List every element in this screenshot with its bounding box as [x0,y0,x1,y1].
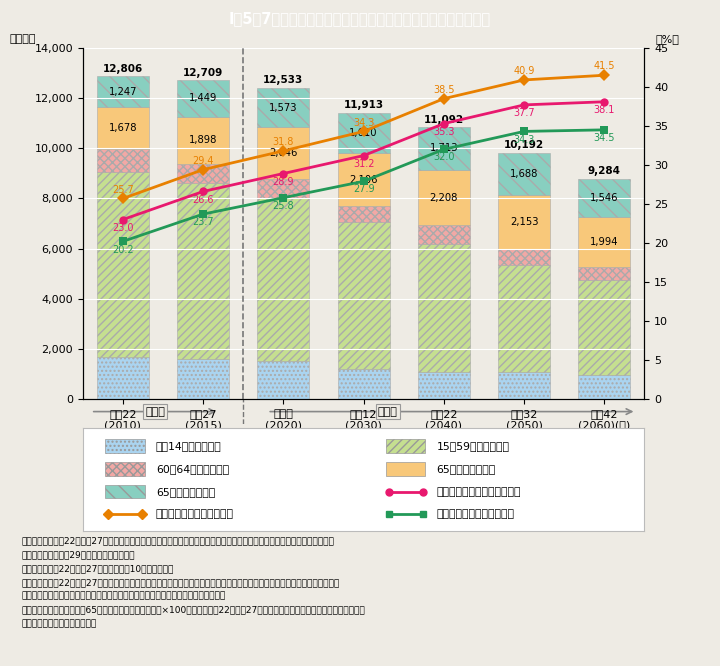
Bar [177,81,229,117]
Bar [257,178,310,198]
Text: 2,046: 2,046 [269,148,297,158]
Text: 12,533: 12,533 [264,75,304,85]
Text: 1,546: 1,546 [590,193,618,203]
Text: 推計値: 推計値 [378,406,397,417]
Text: 41.5: 41.5 [593,61,615,71]
Bar [338,222,390,369]
Bar [386,462,426,476]
Text: 29.4: 29.4 [192,156,214,166]
Bar [578,178,631,218]
Bar [105,462,145,476]
Bar [257,127,310,178]
Text: 38.5: 38.5 [433,85,454,95]
Text: 11,913: 11,913 [343,101,384,111]
Text: 28.9: 28.9 [273,176,294,186]
Bar [498,249,550,265]
Bar [177,359,229,399]
Text: 9,284: 9,284 [588,166,621,176]
Text: 1,610: 1,610 [349,128,378,138]
Text: （%）: （%） [656,35,680,45]
Text: 25.8: 25.8 [273,201,294,211]
Text: 1,449: 1,449 [189,93,217,103]
Bar [96,357,149,399]
Bar [418,225,470,244]
Bar [105,485,145,498]
Text: 2,106: 2,106 [349,174,378,184]
Bar [177,117,229,165]
Bar [418,244,470,372]
Text: 12,806: 12,806 [103,63,143,74]
Bar [578,218,631,268]
Text: 65歳以上（男性）: 65歳以上（男性） [156,487,215,497]
Bar [498,372,550,399]
Bar [338,206,390,222]
Text: 37.7: 37.7 [513,108,535,118]
Text: 2,153: 2,153 [510,217,539,227]
Bar [578,280,631,375]
Text: （備考）１．平成22年及び27年は総務省「国勢調査」及び令和２年以降は国立社会保障・人口問題研究所「日本の将来推計人
　　　　　口（平成29年推計）」より作成。: （備考）１．平成22年及び27年は総務省「国勢調査」及び令和２年以降は国立社会保… [22,536,365,629]
Bar [338,369,390,399]
Text: 40.9: 40.9 [513,66,535,76]
Text: 34.3: 34.3 [513,135,535,145]
Bar [177,183,229,359]
Bar [257,361,310,399]
Text: 38.1: 38.1 [593,105,615,115]
Text: 実績値: 実績値 [145,406,165,417]
Text: 15～59歳（男女計）: 15～59歳（男女計） [436,441,510,451]
Text: ０～14歳（男女計）: ０～14歳（男女計） [156,441,222,451]
Text: 1,994: 1,994 [590,238,618,248]
Text: 2,208: 2,208 [430,192,458,202]
Bar [96,107,149,149]
Bar [257,198,310,361]
Text: 10,192: 10,192 [504,140,544,150]
Bar [386,440,426,453]
Bar [96,149,149,172]
Bar [418,170,470,225]
Text: 1,573: 1,573 [269,103,297,113]
Bar [96,172,149,357]
Text: 34.3: 34.3 [353,117,374,127]
Bar [338,153,390,206]
Bar [177,165,229,183]
Text: 65歳以上（女性）: 65歳以上（女性） [436,464,496,474]
Text: 34.5: 34.5 [593,133,615,143]
Text: 11,092: 11,092 [424,115,464,125]
Bar [96,76,149,107]
Text: 1,247: 1,247 [109,87,138,97]
Bar [498,265,550,372]
Text: 高齢化率（男女計，右目盛）: 高齢化率（男女計，右目盛） [436,487,521,497]
Text: 23.0: 23.0 [112,222,134,232]
Bar [418,127,470,170]
Text: 1,678: 1,678 [109,123,138,133]
Text: 20.2: 20.2 [112,244,134,254]
Bar [498,195,550,249]
Bar [338,113,390,153]
Text: 高齢化率（男性，右目盛）: 高齢化率（男性，右目盛） [436,509,515,519]
Text: 12,709: 12,709 [183,68,223,78]
Text: 32.0: 32.0 [433,153,454,163]
Text: （万人）: （万人） [10,35,36,45]
Text: 26.6: 26.6 [192,194,214,204]
Text: 35.3: 35.3 [433,127,454,137]
Text: 1,688: 1,688 [510,168,539,179]
Bar [105,440,145,453]
Text: 31.2: 31.2 [353,159,374,168]
Bar [257,88,310,127]
Text: 1,898: 1,898 [189,135,217,145]
Text: 31.8: 31.8 [273,137,294,147]
Bar [578,375,631,399]
Text: I－5－7図　年齢階級別人口の変化と高齢化率の推移（男女別）: I－5－7図 年齢階級別人口の変化と高齢化率の推移（男女別） [229,11,491,27]
Text: 高齢化率（女性，右目盛）: 高齢化率（女性，右目盛） [156,509,234,519]
Bar [578,268,631,280]
Text: 23.7: 23.7 [192,217,214,227]
Text: 27.9: 27.9 [353,184,374,194]
Bar [418,372,470,399]
Text: 60～64歳（男女計）: 60～64歳（男女計） [156,464,229,474]
Text: 25.7: 25.7 [112,184,134,194]
Bar [498,153,550,195]
Text: 1,713: 1,713 [430,143,458,153]
